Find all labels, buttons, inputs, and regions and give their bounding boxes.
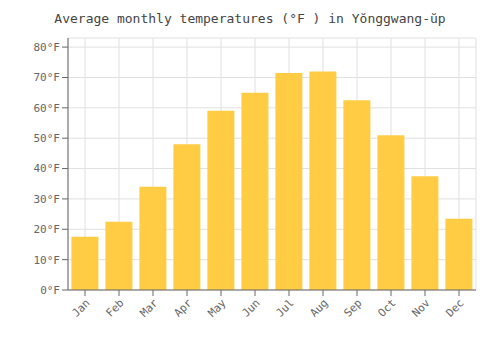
svg-text:10°F: 10°F <box>34 254 61 267</box>
svg-text:80°F: 80°F <box>34 41 61 54</box>
svg-text:Jun: Jun <box>239 296 262 319</box>
svg-text:20°F: 20°F <box>34 223 61 236</box>
svg-text:30°F: 30°F <box>34 193 61 206</box>
svg-text:Nov: Nov <box>409 296 433 320</box>
svg-text:40°F: 40°F <box>34 162 61 175</box>
svg-text:Mar: Mar <box>137 296 161 320</box>
svg-text:70°F: 70°F <box>34 71 61 84</box>
svg-text:Sep: Sep <box>341 296 364 319</box>
svg-text:Apr: Apr <box>171 296 195 320</box>
svg-text:Aug: Aug <box>307 296 330 319</box>
svg-text:Jan: Jan <box>69 296 92 319</box>
svg-text:Oct: Oct <box>375 296 398 319</box>
svg-text:50°F: 50°F <box>34 132 61 145</box>
svg-text:60°F: 60°F <box>34 102 61 115</box>
svg-text:Dec: Dec <box>443 296 466 319</box>
svg-text:Jul: Jul <box>273 296 296 319</box>
svg-text:May: May <box>205 296 229 320</box>
svg-text:0°F: 0°F <box>40 284 60 297</box>
svg-text:Feb: Feb <box>103 296 126 319</box>
html-text:Average monthly temperatures (: Average monthly temperatures (°F ) in Yŏ… <box>54 11 446 26</box>
